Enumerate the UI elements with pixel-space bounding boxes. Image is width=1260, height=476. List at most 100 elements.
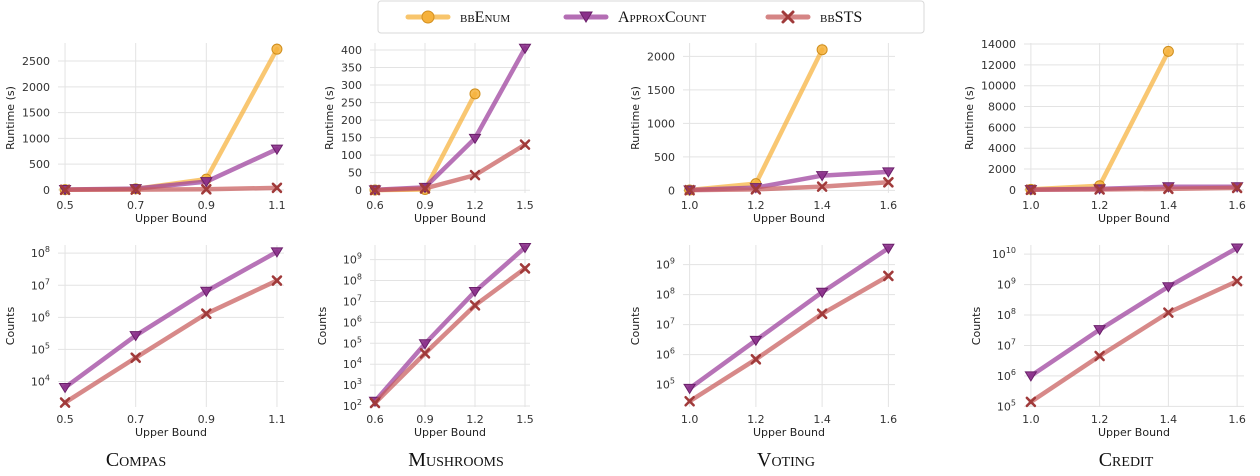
x-tick-label: 1.1: [268, 199, 286, 212]
legend-marker-bbsts: [781, 10, 795, 24]
y-tick-label: 1000: [22, 132, 50, 145]
y-tick-label: 2000: [647, 50, 675, 63]
data-point-approxcount: [1230, 243, 1244, 254]
x-tick-label: 1.2: [466, 413, 484, 426]
y-tick-label: 0: [1009, 184, 1016, 197]
data-point-bbsts: [201, 308, 212, 319]
x-tick-label: 1.4: [1160, 199, 1178, 212]
y-tick-label: 103: [343, 377, 362, 392]
data-point-bbsts: [201, 183, 212, 195]
y-tick-label: 10000: [981, 80, 1016, 93]
legend-marker-approxcount: [579, 11, 593, 23]
data-point-bbsts: [816, 181, 828, 192]
y-axis-label: Runtime (s): [963, 86, 976, 150]
data-point-approxcount: [881, 243, 895, 255]
series-line-bbsts: [1028, 278, 1240, 405]
data-point-bbsts: [271, 275, 283, 286]
data-point-bbsts: [271, 182, 283, 194]
x-tick-label: 0.5: [56, 413, 74, 426]
y-tick-label: 1500: [22, 107, 50, 120]
x-tick-label: 1.2: [466, 199, 484, 212]
series-bbsts: [59, 275, 283, 408]
series-line-bbsts: [1028, 185, 1240, 193]
y-tick-label: 14000: [981, 38, 1016, 51]
x-tick-label: 1.6: [880, 199, 898, 212]
data-point-bbsts: [130, 184, 141, 195]
y-axis-label: Runtime (s): [629, 86, 642, 150]
y-tick-label: 50: [348, 167, 362, 180]
data-point-bbsts: [59, 184, 71, 196]
series-bbenum: [59, 43, 283, 196]
data-point-bbsts: [419, 183, 431, 194]
x-tick-label: 1.2: [747, 199, 765, 212]
y-tick-label: 107: [997, 337, 1016, 352]
x-tick-label: 1.4: [813, 199, 831, 212]
data-point-bbsts: [519, 263, 531, 274]
series-line-bbenum: [62, 46, 280, 192]
data-point-approxcount: [749, 335, 763, 347]
series-bbsts: [1025, 182, 1243, 196]
data-point-bbenum: [816, 44, 828, 56]
series-approxcount: [368, 242, 532, 408]
y-tick-label: 106: [31, 309, 50, 324]
data-point-approxcount: [418, 339, 432, 350]
data-point-bbsts: [1025, 396, 1037, 408]
data-point-approxcount: [518, 43, 532, 55]
y-axis-label: Runtime (s): [4, 86, 17, 150]
data-point-bbsts: [750, 184, 762, 195]
series-line-bbsts: [372, 142, 528, 193]
y-axis-label: Counts: [629, 307, 642, 346]
series-line-approxcount: [687, 246, 891, 391]
data-point-approxcount: [1161, 282, 1175, 293]
x-tick-label: 1.6: [1228, 413, 1246, 426]
data-point-bbsts: [684, 395, 695, 407]
x-tick-label: 1.5: [516, 413, 534, 426]
panel-voting-counts: 105 106 107 108 109 1.0 1.2 1.4 1.6 Upper Bound Co…: [629, 243, 898, 439]
series-line-bbsts: [687, 273, 891, 404]
data-point-bbenum: [469, 88, 481, 100]
y-tick-label: 105: [31, 341, 50, 356]
series-line-approxcount: [62, 249, 280, 390]
data-point-bbsts: [59, 397, 71, 408]
data-point-bbsts: [1231, 182, 1243, 194]
y-tick-label: 0: [668, 184, 675, 197]
data-point-bbsts: [750, 353, 762, 365]
y-tick-label: 2000: [988, 163, 1016, 176]
y-tick-label: 106: [656, 347, 675, 362]
x-axis-label: Upper Bound: [414, 426, 486, 439]
data-point-approxcount: [270, 247, 284, 258]
data-point-bbsts: [130, 352, 141, 364]
y-tick-label: 4000: [988, 142, 1016, 155]
panel-compas-runtime: 0 500 1000 1500 2000 2500 0.5 0.7 0.9 1.1 Upper Bo…: [4, 43, 286, 225]
x-tick-label: 0.6: [366, 413, 384, 426]
data-point-approxcount: [58, 382, 72, 394]
y-tick-label: 8000: [988, 101, 1016, 114]
y-tick-label: 200: [341, 114, 362, 127]
legend-frame: [377, 0, 925, 34]
y-tick-label: 104: [343, 356, 362, 371]
x-tick-label: 1.0: [1022, 199, 1040, 212]
legend-marker-bbenum: [421, 10, 435, 24]
data-point-bbenum: [1162, 45, 1174, 57]
y-tick-label: 108: [31, 245, 50, 260]
y-tick-label: 400: [341, 44, 362, 57]
legend-item-bbenum: bbEnum: [405, 9, 510, 26]
series-line-bbsts: [62, 278, 280, 405]
y-tick-label: 500: [29, 158, 50, 171]
x-tick-label: 1.6: [880, 413, 898, 426]
legend-item-bbsts: bbSTS: [765, 9, 862, 26]
x-tick-label: 0.9: [198, 199, 216, 212]
y-tick-label: 300: [341, 79, 362, 92]
data-point-bbsts: [1094, 184, 1105, 195]
series-line-approxcount: [62, 146, 280, 192]
x-tick-label: 1.4: [1160, 413, 1178, 426]
x-tick-label: 0.9: [198, 413, 216, 426]
y-tick-label: 107: [31, 277, 50, 292]
dataset-title-voting: Voting: [757, 449, 815, 471]
data-point-bbsts: [469, 169, 481, 181]
x-tick-label: 1.2: [1091, 413, 1109, 426]
data-point-bbsts: [369, 184, 381, 196]
series-approxcount: [1024, 243, 1244, 382]
